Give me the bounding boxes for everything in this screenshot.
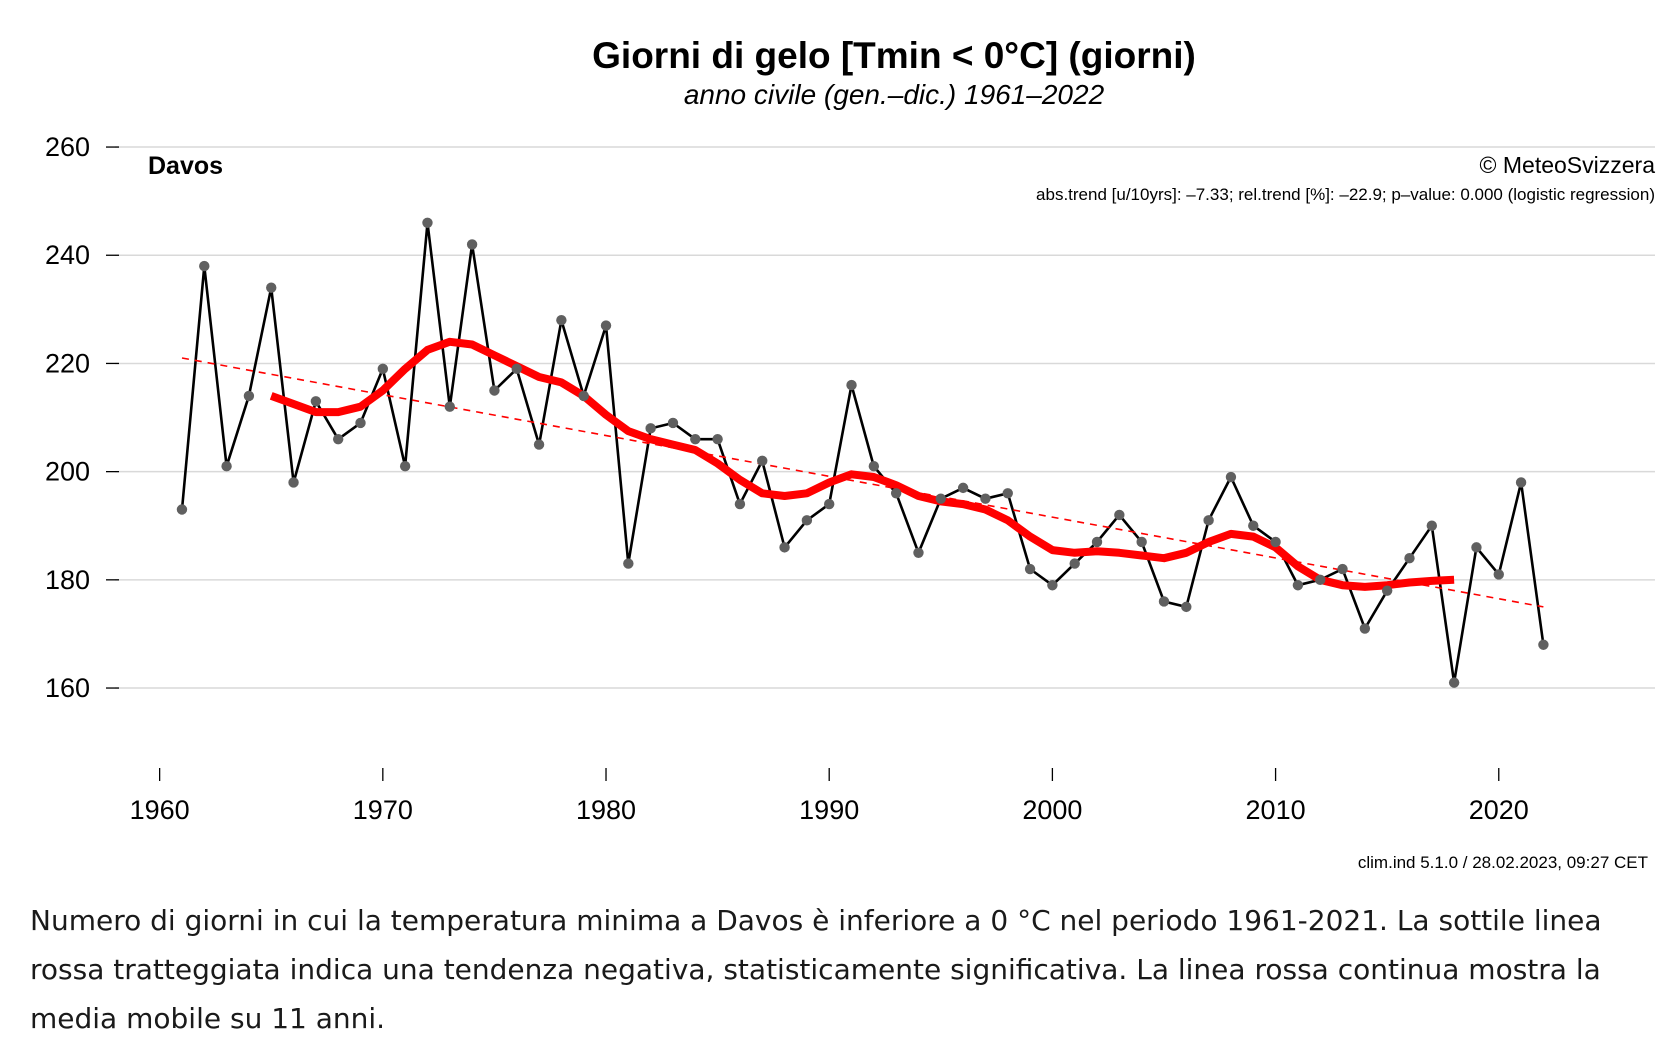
annual-data-point: [667, 417, 679, 429]
y-tick-label: 260: [45, 132, 90, 162]
annual-data-point: [957, 482, 969, 494]
annual-data-point: [757, 455, 768, 467]
annual-data-point: [1515, 477, 1527, 488]
annual-data-point: [1248, 520, 1259, 531]
annual-data-point: [1381, 585, 1393, 596]
annual-data-point: [422, 217, 433, 228]
footer-note: clim.ind 5.1.0 / 28.02.2023, 09:27 CET: [1358, 853, 1648, 872]
annual-data-point: [1404, 552, 1415, 564]
annual-data-point: [511, 363, 522, 375]
annual-data-point: [377, 363, 389, 375]
annual-data-point: [868, 461, 880, 472]
chart: Giorni di gelo [Tmin < 0°C] (giorni) ann…: [45, 35, 1656, 872]
annual-data-point: [890, 488, 902, 499]
annual-data-point: [556, 314, 567, 326]
annual-data-point: [444, 401, 455, 412]
annual-data-point: [712, 433, 723, 445]
annual-data-point: [199, 260, 210, 272]
annual-data-point: [288, 477, 299, 488]
annual-data-point: [1002, 488, 1013, 499]
x-tick-label: 2010: [1246, 795, 1306, 825]
annual-data-point: [645, 423, 656, 434]
annual-series-line: [180, 222, 1545, 683]
annual-data-point: [332, 433, 344, 445]
annual-data-point: [176, 504, 188, 515]
annual-data-point: [1047, 580, 1058, 591]
annual-data-point: [1024, 563, 1036, 575]
annual-data-point: [600, 320, 612, 331]
annual-data-point: [1292, 580, 1304, 591]
annual-data-point: [779, 542, 790, 553]
annual-data-point: [1203, 515, 1214, 526]
annual-data-point: [1315, 574, 1326, 586]
figure-caption: Numero di giorni in cui la temperatura m…: [30, 904, 1602, 1035]
annual-data-point: [266, 282, 277, 293]
annual-data-point: [846, 379, 857, 391]
annual-data-point: [489, 385, 500, 396]
x-tick-label: 2020: [1469, 795, 1529, 825]
annual-data-point: [1426, 520, 1438, 531]
plot-area: [176, 217, 1549, 688]
annual-data-point: [913, 547, 924, 558]
annual-data-point: [355, 417, 366, 429]
annual-data-point: [980, 493, 991, 504]
grid: [115, 146, 1655, 689]
x-tick-label: 1990: [799, 795, 859, 825]
annual-data-point: [1359, 623, 1371, 634]
annual-data-point: [734, 498, 746, 510]
annual-data-point: [1337, 563, 1348, 575]
x-tick-label: 2000: [1022, 795, 1082, 825]
annual-data-point: [1225, 471, 1237, 483]
annual-data-point: [243, 390, 255, 402]
annual-data-point: [623, 558, 634, 569]
annual-data-point: [1538, 639, 1549, 650]
annual-data-point: [1493, 569, 1504, 580]
annual-data-point: [578, 390, 589, 402]
annual-data-point: [1136, 536, 1147, 548]
moving-average-line: [269, 337, 1455, 591]
x-tick-label: 1960: [130, 795, 190, 825]
y-tick-label: 220: [45, 348, 90, 378]
annual-data-point: [935, 493, 946, 504]
annual-data-point: [801, 515, 813, 526]
annual-data-point: [1114, 509, 1125, 521]
annual-data-point: [1448, 677, 1460, 688]
annual-data-point: [533, 439, 545, 450]
x-tick-label: 1970: [353, 795, 413, 825]
annual-data-point: [824, 498, 835, 510]
credit-label: © MeteoSvizzera: [1480, 152, 1656, 178]
y-tick-label: 180: [45, 565, 90, 595]
annual-data-point: [310, 396, 322, 407]
annual-data-point: [221, 461, 232, 472]
chart-subtitle: anno civile (gen.–dic.) 1961–2022: [684, 79, 1105, 110]
annual-data-point: [1181, 601, 1192, 613]
trend-statistics: abs.trend [u/10yrs]: –7.33; rel.trend [%…: [1036, 185, 1655, 204]
annual-data-point: [399, 461, 411, 472]
y-tick-label: 200: [45, 457, 90, 487]
x-tick-label: 1980: [576, 795, 636, 825]
axes: 160 180 200 220 240 260 1960 1970 1980 1990 2000 20…: [45, 132, 1529, 825]
y-tick-label: 240: [45, 240, 90, 270]
y-tick-label: 160: [45, 673, 90, 703]
chart-title: Giorni di gelo [Tmin < 0°C] (giorni): [592, 35, 1196, 76]
annual-data-point: [1158, 596, 1170, 607]
station-label: Davos: [148, 152, 223, 180]
annual-data-point: [690, 433, 701, 445]
annual-data-point: [1270, 536, 1281, 548]
trend-line: [181, 357, 1544, 608]
annual-data-point: [1091, 536, 1103, 548]
annual-data-point: [1471, 542, 1482, 553]
annual-data-point: [1069, 558, 1080, 569]
annual-data-point: [466, 239, 478, 250]
